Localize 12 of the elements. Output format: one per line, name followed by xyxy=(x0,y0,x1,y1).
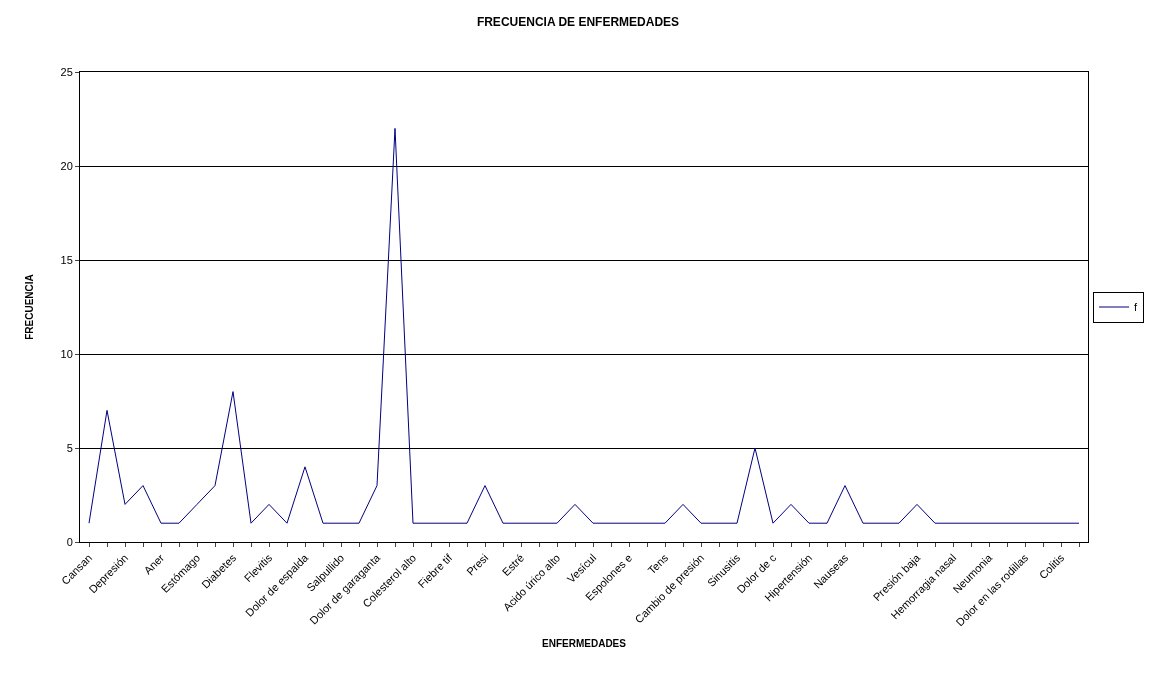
y-axis-title: FRECUENCIA xyxy=(23,274,35,340)
y-tick-label: 5 xyxy=(66,441,73,454)
y-tick-label: 15 xyxy=(60,253,73,266)
y-tick-label: 10 xyxy=(60,347,73,360)
y-tick-label: 25 xyxy=(60,65,73,78)
x-axis-title: ENFERMEDADES xyxy=(542,637,627,649)
y-tick-label: 20 xyxy=(60,159,73,172)
y-tick-label: 0 xyxy=(66,535,73,548)
line-series xyxy=(88,127,1080,524)
chart-title: FRECUENCIA DE ENFERMEDADES xyxy=(476,14,680,29)
x-tick-label: Tens xyxy=(645,551,671,577)
legend-label: f xyxy=(1134,301,1139,314)
